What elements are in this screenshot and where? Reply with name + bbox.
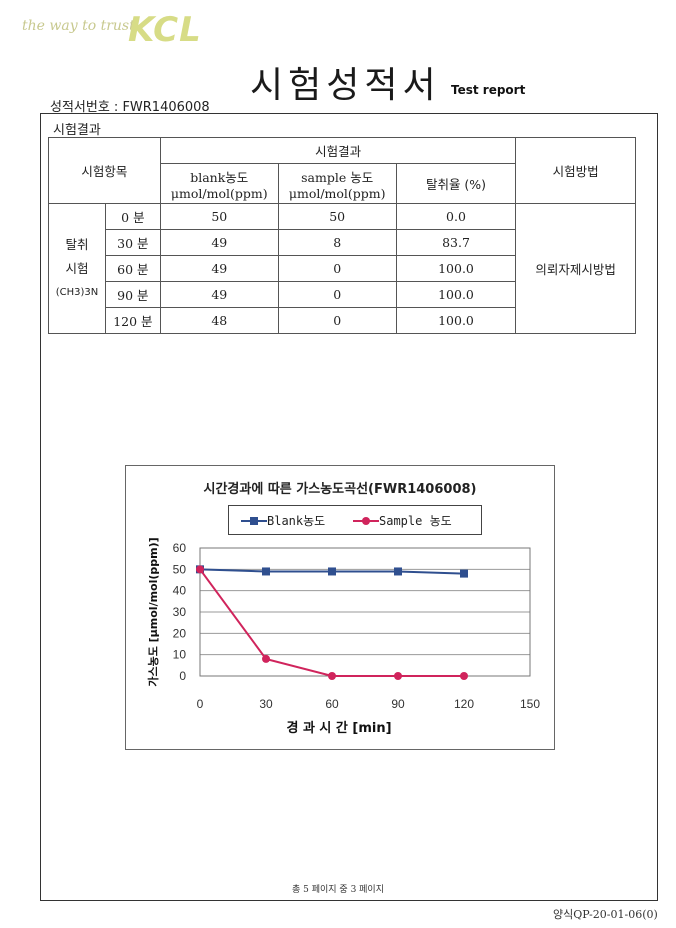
time-cell: 90 분 xyxy=(104,281,161,308)
y-tick-label: 0 xyxy=(179,669,186,683)
kcl-logo: KCL xyxy=(128,10,202,50)
chart-title: 시간경과에 따른 가스농도곡선(FWR1406008) xyxy=(203,482,477,497)
rate-cell: 0.0 xyxy=(395,203,517,230)
chart-box: 시간경과에 따른 가스농도곡선(FWR1406008) Blank농도 Samp… xyxy=(125,465,555,750)
time-cell: 30 분 xyxy=(104,229,161,256)
data-point-sample xyxy=(196,565,204,574)
page-subtitle: Test report xyxy=(451,83,526,97)
sample-cell: 50 xyxy=(277,203,397,230)
header-test-item: 시험항목 xyxy=(48,137,161,204)
header-test-method: 시험방법 xyxy=(515,137,636,204)
item-cell: 탈취 시험 (CH3)3N xyxy=(48,203,106,334)
method-cell: 의뢰자제시방법 xyxy=(515,203,636,334)
data-point-blank xyxy=(394,567,402,576)
header-blank: blank농도 μmol/mol(ppm) xyxy=(159,163,279,204)
y-tick-label: 40 xyxy=(173,584,187,598)
section-label: 시험결과 xyxy=(53,123,101,138)
time-cell: 60 분 xyxy=(104,255,161,282)
header-sample-line1: sample 농도 xyxy=(301,169,374,185)
sample-cell: 0 xyxy=(277,255,397,282)
x-tick-label: 30 xyxy=(259,697,273,711)
rate-cell: 100.0 xyxy=(395,281,517,308)
sample-cell: 0 xyxy=(277,307,397,334)
sample-cell: 8 xyxy=(277,229,397,256)
x-tick-label: 60 xyxy=(325,697,339,711)
form-code: 양식QP-20-01-06(0) xyxy=(553,908,658,921)
y-tick-label: 50 xyxy=(173,562,187,576)
legend-item-blank: Blank농도 xyxy=(241,512,325,529)
report-number: 성적서번호 : FWR1406008 xyxy=(50,100,210,115)
item-line2: 시험 xyxy=(65,260,89,276)
page-footer: 총 5 페이지 중 3 페이지 xyxy=(292,885,384,895)
rate-cell: 100.0 xyxy=(395,307,517,334)
header-test-results: 시험결과 xyxy=(159,137,517,164)
rate-cell: 100.0 xyxy=(395,255,517,282)
header-sample-line2: μmol/mol(ppm) xyxy=(288,185,386,201)
data-point-blank xyxy=(460,569,468,578)
legend-label-blank: Blank농도 xyxy=(267,514,326,528)
blank-cell: 48 xyxy=(159,307,279,334)
y-tick-label: 30 xyxy=(173,605,187,619)
header-blank-line2: μmol/mol(ppm) xyxy=(170,185,268,201)
data-point-sample xyxy=(394,672,402,680)
header-sample: sample 농도 μmol/mol(ppm) xyxy=(277,163,397,204)
x-tick-label: 0 xyxy=(197,697,204,711)
rate-cell: 83.7 xyxy=(395,229,517,256)
blank-cell: 49 xyxy=(159,229,279,256)
blank-cell: 49 xyxy=(159,255,279,282)
content-frame xyxy=(40,113,658,901)
y-tick-label: 60 xyxy=(173,541,187,555)
item-line1: 탈취 xyxy=(65,236,89,252)
sample-cell: 0 xyxy=(277,281,397,308)
data-point-blank xyxy=(262,567,270,576)
x-tick-label: 90 xyxy=(391,697,405,711)
x-tick-label: 150 xyxy=(520,697,540,711)
item-formula: (CH3)3N xyxy=(55,286,99,298)
blank-cell: 49 xyxy=(159,281,279,308)
data-point-blank xyxy=(328,567,336,576)
data-point-sample xyxy=(328,672,336,680)
page-title: 시험성적서 xyxy=(250,65,441,106)
header-blank-line1: blank농도 xyxy=(190,169,249,185)
chart-legend: Blank농도 Sample 농도 xyxy=(228,505,482,535)
x-tick-label: 120 xyxy=(454,697,474,711)
blank-cell: 50 xyxy=(159,203,279,230)
tagline: the way to trust xyxy=(22,18,135,34)
y-axis-label: 가스농도 [μmol/mol(ppm)] xyxy=(146,537,160,686)
results-table: 시험항목 시험결과 시험방법 blank농도 μmol/mol(ppm) sam… xyxy=(48,137,636,334)
line-chart: 0 10 20 30 40 50 60 0 30 60 90 120 150 경 과 시 간 [min] 가… xyxy=(146,537,540,736)
y-tick-label: 10 xyxy=(173,648,187,662)
legend-label-sample: Sample 농도 xyxy=(379,514,452,528)
time-cell: 120 분 xyxy=(104,307,161,334)
x-axis-label: 경 과 시 간 [min] xyxy=(286,720,391,736)
time-cell: 0 분 xyxy=(104,203,161,230)
legend-sample-swatch xyxy=(353,516,379,525)
data-point-sample xyxy=(262,654,270,663)
y-tick-label: 20 xyxy=(173,626,187,640)
series-line-sample xyxy=(199,568,464,677)
header-removal-rate: 탈취율 (%) xyxy=(395,163,517,204)
legend-item-sample: Sample 농도 xyxy=(353,512,452,529)
legend-blank-swatch xyxy=(241,516,267,525)
data-point-sample xyxy=(460,672,468,680)
